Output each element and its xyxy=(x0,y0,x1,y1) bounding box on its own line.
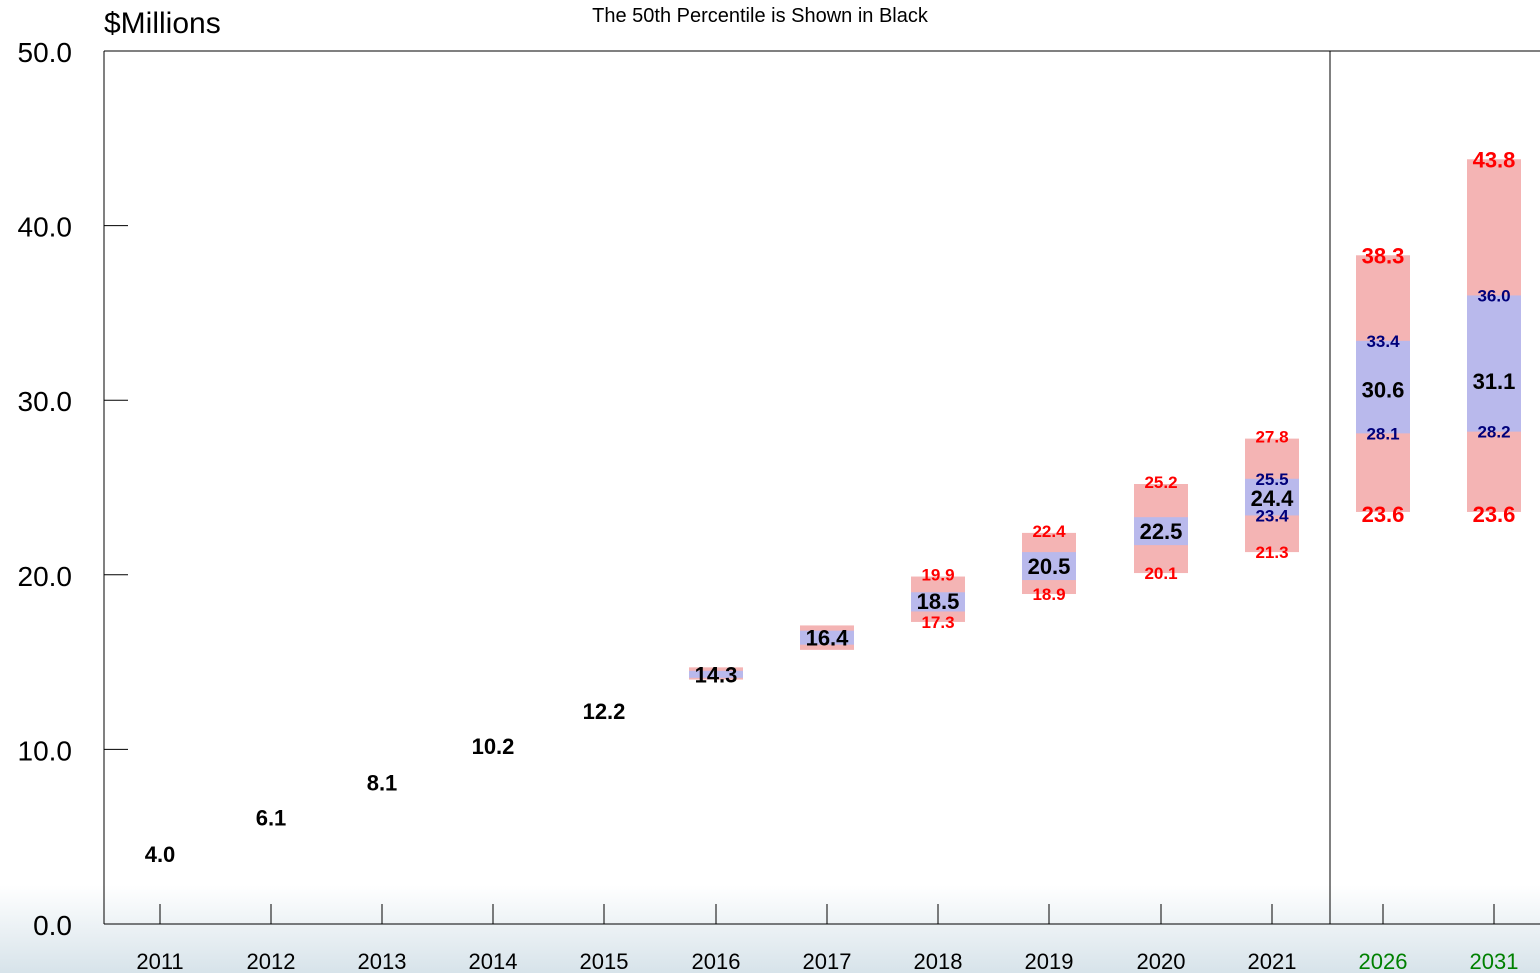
median-value-label: 20.5 xyxy=(1028,554,1071,579)
axes-layer: 0.0 10.0 20.0 30.0 40.0 50.0 2011 2012 2013 2014 2… xyxy=(18,37,1540,973)
lower-outer-value-label: 20.1 xyxy=(1144,564,1177,583)
median-value-label: 31.1 xyxy=(1473,369,1516,394)
background-floor xyxy=(0,885,1540,973)
y-tick-label: 40.0 xyxy=(18,212,73,243)
chart-title: The 50th Percentile is Shown in Black xyxy=(592,5,929,27)
lower-outer-value-label: 23.6 xyxy=(1362,502,1405,527)
y-tick-label: 0.0 xyxy=(33,910,72,941)
median-value-label: 6.1 xyxy=(256,805,287,830)
x-tick-label: 2013 xyxy=(358,949,407,973)
upper-outer-value-label: 27.8 xyxy=(1255,428,1288,447)
upper-inner-value-label: 33.4 xyxy=(1366,332,1400,351)
upper-outer-value-label: 38.3 xyxy=(1362,243,1405,268)
x-tick-label: 2018 xyxy=(914,949,963,973)
lower-inner-value-label: 28.2 xyxy=(1477,423,1510,442)
median-value-label: 16.4 xyxy=(806,626,850,651)
median-value-label: 12.2 xyxy=(583,699,626,724)
x-tick-label: 2016 xyxy=(692,949,741,973)
y-tick-label: 10.0 xyxy=(18,735,73,766)
x-tick-label: 2019 xyxy=(1025,949,1074,973)
inner-percentile-band xyxy=(911,592,965,612)
upper-outer-value-label: 43.8 xyxy=(1473,147,1516,172)
x-tick-label: 2021 xyxy=(1248,949,1297,973)
lower-outer-value-label: 23.6 xyxy=(1473,502,1516,527)
x-tick-label: 2012 xyxy=(247,949,296,973)
upper-outer-value-label: 25.2 xyxy=(1144,473,1177,492)
lower-outer-value-label: 18.9 xyxy=(1032,585,1065,604)
y-tick-label: 30.0 xyxy=(18,386,73,417)
upper-outer-value-label: 22.4 xyxy=(1032,522,1066,541)
median-value-label: 24.4 xyxy=(1251,486,1295,511)
y-axis-label: $Millions xyxy=(104,7,221,40)
median-value-label: 8.1 xyxy=(367,771,398,796)
lower-inner-value-label: 23.4 xyxy=(1255,506,1289,525)
x-tick-label: 2011 xyxy=(136,949,183,973)
x-tick-label: 2014 xyxy=(469,949,518,973)
upper-outer-value-label: 19.9 xyxy=(921,566,954,585)
median-value-label: 30.6 xyxy=(1362,378,1405,403)
median-value-label: 14.3 xyxy=(695,662,738,687)
lower-outer-value-label: 21.3 xyxy=(1255,543,1288,562)
inner-percentile-band xyxy=(1134,517,1188,546)
lower-inner-value-label: 28.1 xyxy=(1366,424,1399,443)
median-value-label: 10.2 xyxy=(472,734,515,759)
inner-percentile-band xyxy=(800,630,854,645)
x-tick-label: 2015 xyxy=(580,949,629,973)
y-tick-label: 20.0 xyxy=(18,561,73,592)
median-value-label: 4.0 xyxy=(145,842,176,867)
x-tick-label: 2026 xyxy=(1359,949,1408,973)
bars-layer xyxy=(689,159,1521,680)
y-tick-label: 50.0 xyxy=(18,37,73,68)
upper-inner-value-label: 36.0 xyxy=(1477,286,1510,305)
inner-percentile-band xyxy=(1356,340,1410,434)
lower-outer-value-label: 17.3 xyxy=(921,613,954,632)
x-tick-label: 2020 xyxy=(1137,949,1186,973)
labels-layer: 4.0 6.1 8.1 10.2 12.2 14.3 16.4 18.5 19.9 17.3 20.… xyxy=(145,147,1516,867)
median-value-label: 22.5 xyxy=(1140,519,1183,544)
inner-percentile-band xyxy=(1022,552,1076,581)
inner-percentile-band xyxy=(689,670,743,678)
inner-percentile-band xyxy=(1467,295,1521,432)
x-tick-label: 2031 xyxy=(1470,949,1519,973)
x-tick-label: 2017 xyxy=(803,949,852,973)
inner-percentile-band xyxy=(1245,478,1299,516)
median-value-label: 18.5 xyxy=(917,589,960,614)
upper-inner-value-label: 25.5 xyxy=(1255,470,1288,489)
